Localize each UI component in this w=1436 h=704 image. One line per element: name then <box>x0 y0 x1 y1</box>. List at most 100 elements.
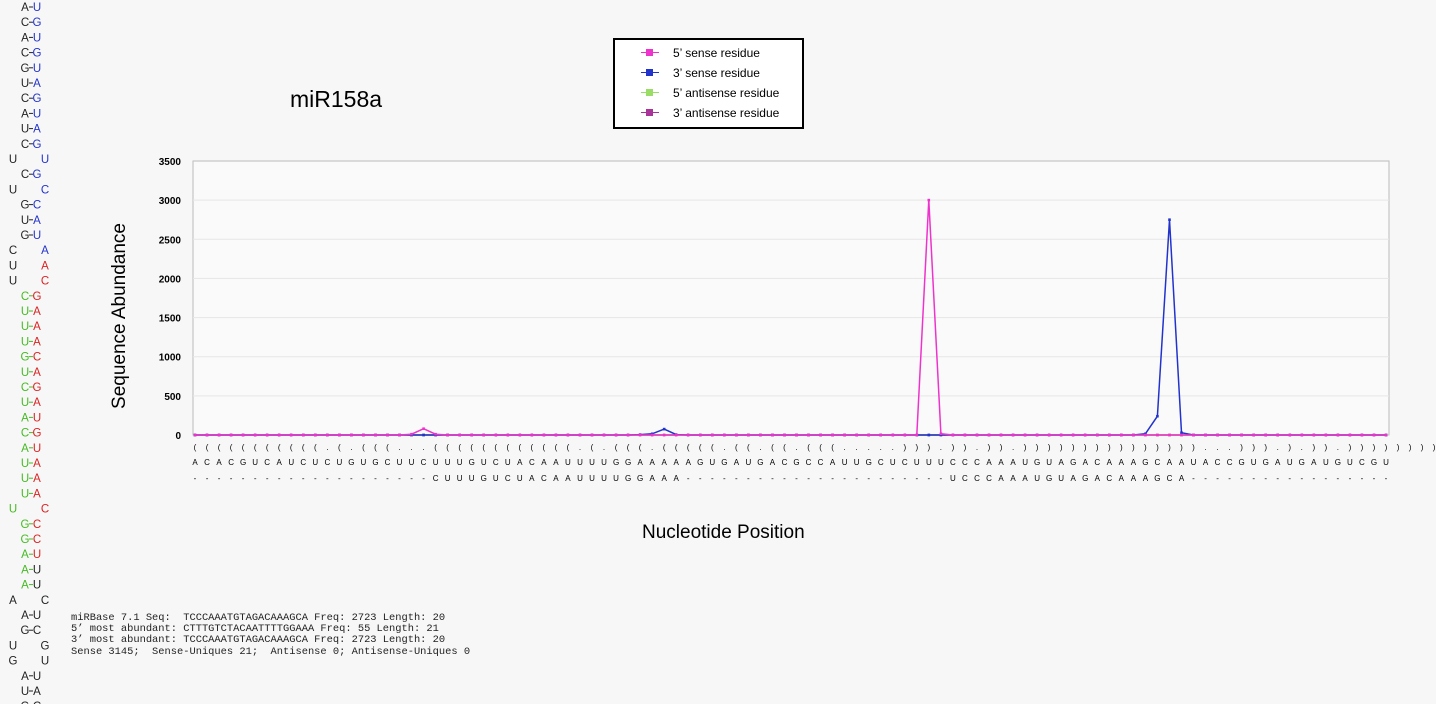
data-point <box>674 433 678 437</box>
data-point <box>638 433 642 437</box>
nucleotide: U <box>33 63 41 75</box>
structure-char: ( <box>362 443 365 452</box>
sequence-char: C <box>974 458 980 467</box>
data-point <box>699 433 702 437</box>
data-point <box>626 433 630 437</box>
nucleotide: G <box>33 169 42 181</box>
sequence-char: U <box>457 458 463 467</box>
mature-char: - <box>723 474 726 483</box>
sequence-char: C <box>493 458 499 467</box>
nucleotide: U <box>41 656 49 668</box>
data-point <box>807 433 810 437</box>
data-point <box>1372 433 1376 437</box>
sequence-char: C <box>264 458 270 467</box>
nucleotide: C <box>21 169 29 181</box>
sequence-char: G <box>793 458 799 467</box>
structure-char: ) <box>1024 443 1027 452</box>
mature-char: U <box>517 474 523 483</box>
structure-char: . <box>603 443 605 452</box>
mature-char: - <box>711 474 714 483</box>
mature-char: - <box>1312 474 1315 483</box>
data-point <box>386 433 389 437</box>
data-point <box>771 433 774 437</box>
legend-label: 5’ antisense residue <box>673 86 780 100</box>
mature-char: C <box>433 474 439 483</box>
structure-char: . <box>856 443 858 452</box>
nucleotide: U <box>21 458 29 470</box>
mature-char: - <box>928 474 931 483</box>
structure-char: ) <box>1144 443 1147 452</box>
nucleotide: U <box>33 610 41 622</box>
data-point <box>903 433 907 437</box>
structure-char: ) <box>903 443 906 452</box>
y-tick-label: 2000 <box>159 274 182 285</box>
nucleotide: U <box>21 367 29 379</box>
nucleotide: G <box>33 17 42 29</box>
mature-char: - <box>362 474 365 483</box>
mature-char: A <box>1071 474 1077 483</box>
structure-char: ) <box>915 443 918 452</box>
sequence-char: A <box>1010 458 1016 467</box>
sequence-char: A <box>1059 458 1065 467</box>
mature-char: A <box>649 474 655 483</box>
data-point <box>939 432 943 436</box>
data-point <box>422 427 425 430</box>
sequence-char: U <box>1046 458 1052 467</box>
nucleotide: U <box>21 488 29 500</box>
structure-char: . <box>940 443 942 452</box>
sequence-char: U <box>1287 458 1293 467</box>
data-point <box>1252 433 1255 437</box>
sequence-char: U <box>445 458 451 467</box>
sequence-char: U <box>709 458 715 467</box>
nucleotide: C <box>33 701 41 704</box>
nucleotide: C <box>41 595 49 607</box>
sequence-char: U <box>433 458 439 467</box>
sequence-char: U <box>589 458 595 467</box>
nucleotide: G <box>21 63 30 75</box>
data-point <box>1120 433 1123 437</box>
structure-char: ) <box>1036 443 1039 452</box>
data-point <box>566 433 570 437</box>
data-point <box>530 433 534 437</box>
nucleotide: U <box>33 443 41 455</box>
mature-char: - <box>266 474 269 483</box>
structure-char: ) <box>1397 443 1400 452</box>
data-point <box>927 198 931 202</box>
stats-block: miRBase 7.1 Seq: TCCCAAATGTAGACAAAGCA Fr… <box>71 612 471 658</box>
mature-char: - <box>1288 474 1291 483</box>
data-point <box>723 433 726 437</box>
nucleotide: U <box>9 260 17 272</box>
structure-char: ( <box>494 443 497 452</box>
nucleotide: A <box>33 321 41 333</box>
mature-char: A <box>1022 474 1028 483</box>
mature-char: C <box>962 474 968 483</box>
sequence-char: U <box>252 458 258 467</box>
nucleotide: C <box>21 428 29 440</box>
structure-char: ( <box>374 443 377 452</box>
structure-char: . <box>410 443 412 452</box>
sequence-char: A <box>541 458 547 467</box>
data-point <box>326 433 329 437</box>
structure-char: . <box>844 443 846 452</box>
sequence-char: A <box>986 458 992 467</box>
mature-char: - <box>831 474 834 483</box>
data-point <box>1168 218 1171 221</box>
nucleotide: A <box>9 595 17 607</box>
sequence-char: A <box>998 458 1004 467</box>
data-point <box>1288 433 1292 437</box>
nucleotide: A <box>33 124 41 136</box>
mature-char: - <box>699 474 702 483</box>
data-point <box>398 433 401 437</box>
sequence-char: G <box>757 458 763 467</box>
data-point <box>819 433 822 437</box>
nucleotide: C <box>21 17 29 29</box>
stats-line-totals: Sense 3145; Sense-Uniques 21; Antisense … <box>71 645 471 658</box>
nucleotide: A <box>21 580 29 592</box>
data-point <box>1168 433 1171 437</box>
mature-char: C <box>541 474 547 483</box>
mature-char: - <box>759 474 762 483</box>
sequence-char: A <box>1311 458 1317 467</box>
sequence-char: G <box>348 458 354 467</box>
sequence-char: G <box>697 458 703 467</box>
structure-char: ( <box>470 443 473 452</box>
